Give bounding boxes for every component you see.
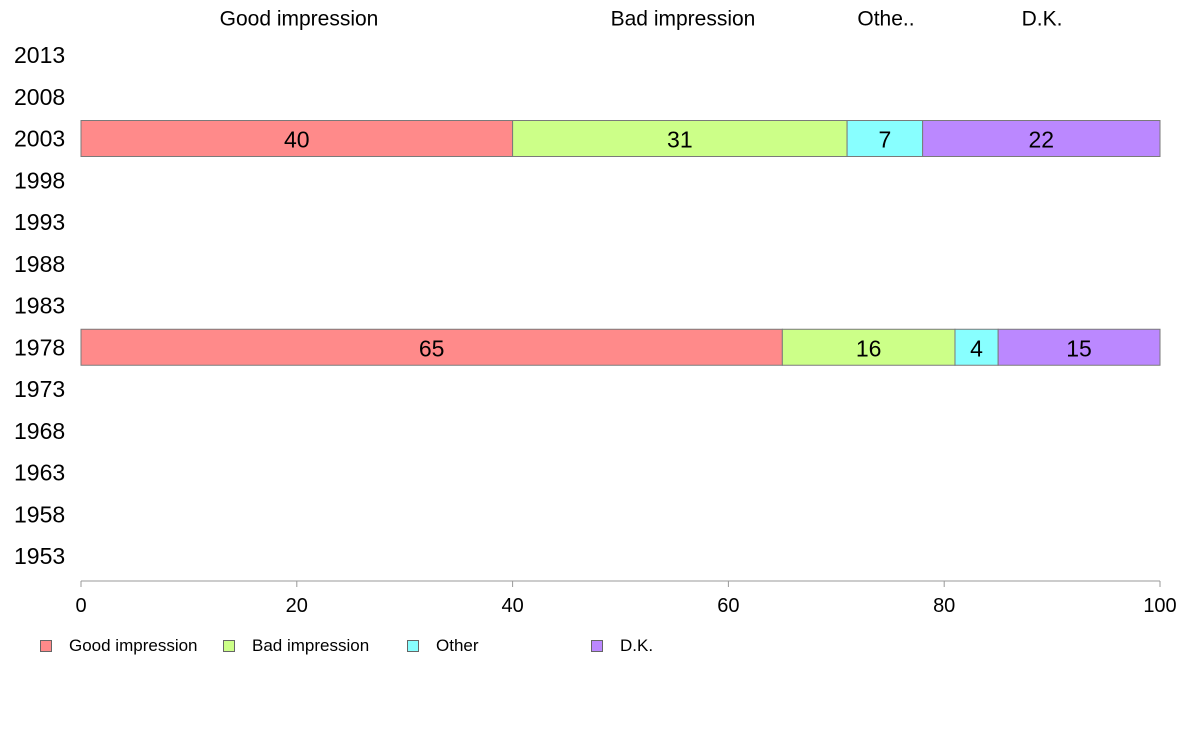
data-label-1978-bad-impression: 16 bbox=[856, 335, 882, 361]
x-tick-label-60: 60 bbox=[717, 595, 739, 617]
legend-label-bad-impression: Bad impression bbox=[252, 636, 370, 655]
legend-swatch-dk bbox=[591, 640, 603, 652]
legend: Good impression Bad impression Other D.K… bbox=[40, 636, 740, 656]
column-header-othe: Othe.. bbox=[857, 8, 914, 31]
bar-1978-other bbox=[954, 328, 999, 366]
column-header-d-k: D.K. bbox=[1022, 8, 1063, 31]
x-tick-label-0: 0 bbox=[75, 595, 86, 617]
category-label-2013: 2013 bbox=[14, 42, 65, 68]
x-tick-label-80: 80 bbox=[933, 595, 955, 617]
bar-1978-good-impression bbox=[80, 328, 783, 366]
data-label-2003-other: 7 bbox=[878, 127, 891, 153]
category-label-1953: 1953 bbox=[14, 543, 65, 569]
legend-label-good-impression: Good impression bbox=[69, 636, 198, 655]
legend-swatch-bad-impression bbox=[223, 640, 235, 652]
bar-2003-d-k bbox=[922, 120, 1161, 157]
bar-1978-bad-impression bbox=[781, 328, 956, 366]
column-header-good-impression: Good impression bbox=[220, 8, 379, 31]
legend-item-bad-impression: Bad impression bbox=[223, 636, 369, 656]
category-label-1988: 1988 bbox=[14, 251, 65, 277]
data-label-1978-good-impression: 65 bbox=[419, 335, 445, 361]
category-label-1968: 1968 bbox=[14, 418, 65, 444]
data-label-2003-bad-impression: 31 bbox=[667, 127, 693, 153]
data-label-1978-d-k: 15 bbox=[1066, 335, 1092, 361]
legend-label-dk: D.K. bbox=[620, 636, 654, 655]
bar-2003-good-impression bbox=[80, 120, 514, 157]
category-label-1978: 1978 bbox=[14, 334, 65, 360]
x-tick-label-40: 40 bbox=[501, 595, 523, 617]
legend-swatch-other bbox=[407, 640, 419, 652]
category-label-2008: 2008 bbox=[14, 84, 65, 110]
category-label-1993: 1993 bbox=[14, 209, 65, 235]
category-label-1973: 1973 bbox=[14, 376, 65, 402]
legend-label-other: Other bbox=[436, 636, 479, 655]
x-tick-label-100: 100 bbox=[1143, 595, 1176, 617]
category-label-1963: 1963 bbox=[14, 460, 65, 486]
category-label-1958: 1958 bbox=[14, 501, 65, 527]
legend-item-good-impression: Good impression bbox=[40, 636, 198, 656]
legend-item-dk: D.K. bbox=[591, 636, 653, 656]
bar-2003-bad-impression bbox=[512, 120, 848, 157]
category-label-1998: 1998 bbox=[14, 167, 65, 193]
column-header-bad-impression: Bad impression bbox=[611, 8, 756, 31]
bar-1978-d-k bbox=[997, 328, 1161, 366]
data-label-2003-d-k: 22 bbox=[1029, 127, 1055, 153]
data-label-2003-good-impression: 40 bbox=[284, 127, 310, 153]
legend-item-other: Other bbox=[407, 636, 479, 656]
category-label-2003: 2003 bbox=[14, 126, 65, 152]
category-label-1983: 1983 bbox=[14, 293, 65, 319]
bar-2003-other bbox=[846, 120, 924, 157]
data-label-1978-other: 4 bbox=[970, 335, 983, 361]
x-tick-label-20: 20 bbox=[286, 595, 308, 617]
legend-swatch-good-impression bbox=[40, 640, 52, 652]
